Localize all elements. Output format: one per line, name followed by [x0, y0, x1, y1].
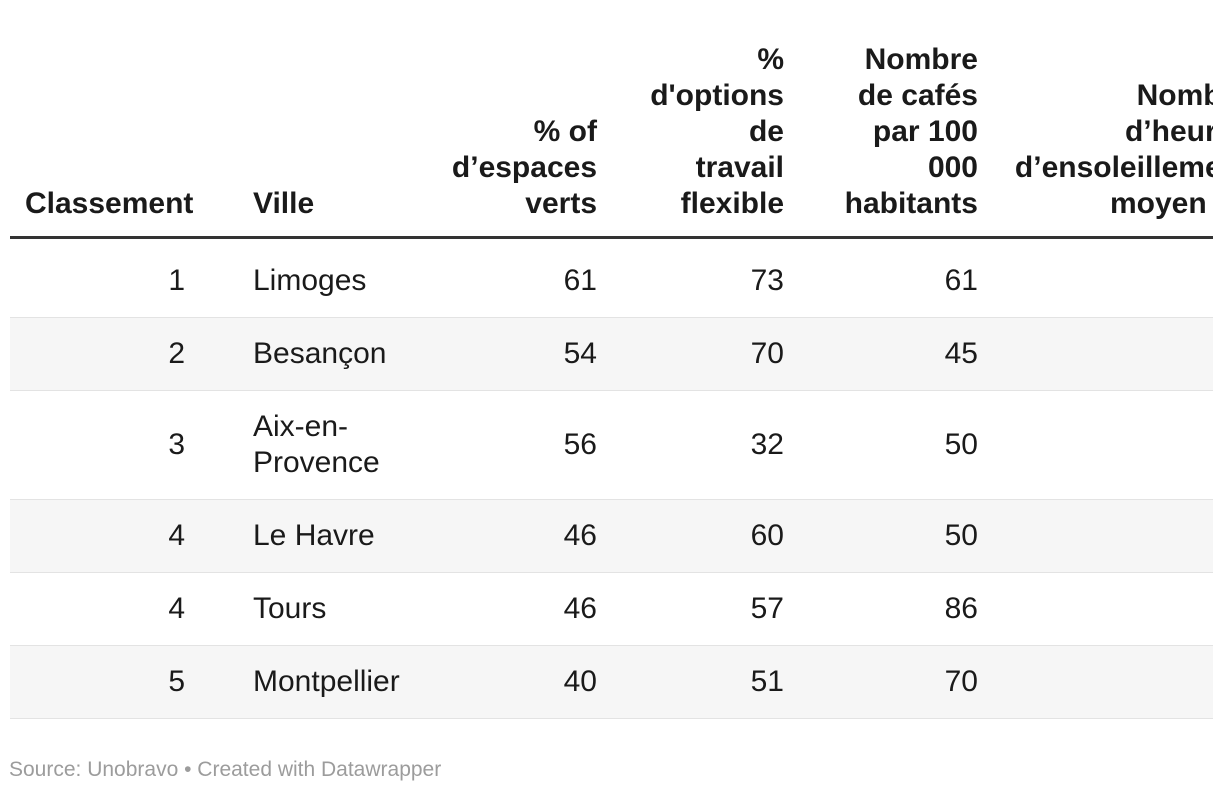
value-cell: 40 [429, 645, 611, 719]
value-cell: 51 [611, 645, 798, 719]
ranking-table: Classement Ville % of d’espaces verts % … [10, 0, 1213, 719]
value-cell [992, 499, 1213, 573]
table-row: 4 Tours 46 57 86 [10, 572, 1213, 646]
value-cell: 45 [798, 317, 992, 391]
value-cell: 57 [611, 572, 798, 646]
value-cell [992, 645, 1213, 719]
table-body: 1 Limoges 61 73 61 2 Besançon 54 70 45 3… [10, 238, 1213, 719]
rank-cell: 4 [10, 499, 199, 573]
city-cell: Limoges [253, 264, 367, 297]
value-cell [992, 390, 1213, 500]
value-cell: 56 [429, 390, 611, 500]
rank-cell: 5 [10, 645, 199, 719]
table-row: 3 Aix-en-Provence 56 32 50 [10, 390, 1213, 500]
table-row: 5 Montpellier 40 51 70 [10, 645, 1213, 719]
value-cell: 70 [611, 317, 798, 391]
table-row: 1 Limoges 61 73 61 [10, 238, 1213, 318]
table-row: 2 Besançon 54 70 45 [10, 317, 1213, 391]
value-cell: 86 [798, 572, 992, 646]
city-cell: Tours [199, 572, 429, 646]
rank-cell: 2 [10, 317, 199, 391]
value-cell [992, 317, 1213, 391]
header-row: Classement Ville % of d’espaces verts % … [10, 0, 1213, 239]
value-cell: 73 [750, 264, 784, 297]
column-header-classement: Classement [10, 0, 199, 239]
value-cell: 70 [798, 645, 992, 719]
value-cell: 54 [429, 317, 611, 391]
rank-cell: 1 [168, 264, 185, 297]
value-cell: 61 [944, 264, 978, 297]
value-cell [992, 238, 1213, 318]
rank-cell: 4 [10, 572, 199, 646]
value-cell: 61 [563, 264, 597, 297]
city-cell: Aix-en-Provence [199, 390, 429, 500]
value-cell: 46 [429, 572, 611, 646]
column-header-travail-flexible: % d'options de travail flexible [611, 0, 798, 239]
column-header-ensoleillement: Nombre d’heures d’ensoleillement moyen e… [992, 0, 1213, 239]
value-cell: 46 [429, 499, 611, 573]
city-cell: Montpellier [199, 645, 429, 719]
city-cell: Besançon [199, 317, 429, 391]
source-attribution: Source: Unobravo • Created with Datawrap… [9, 758, 442, 781]
column-header-cafes: Nombre de cafés par 100 000 habitants [798, 0, 992, 239]
table-row: 4 Le Havre 46 60 50 [10, 499, 1213, 573]
value-cell: 32 [611, 390, 798, 500]
rank-cell: 3 [10, 390, 199, 500]
column-header-ville: Ville [199, 0, 429, 239]
column-header-espaces-verts: % of d’espaces verts [429, 0, 611, 239]
table-viewport: Classement Ville % of d’espaces verts % … [10, 0, 1213, 735]
city-cell: Le Havre [199, 499, 429, 573]
value-cell: 50 [798, 390, 992, 500]
value-cell [992, 572, 1213, 646]
table-header: Classement Ville % of d’espaces verts % … [10, 0, 1213, 239]
value-cell: 60 [611, 499, 798, 573]
value-cell: 50 [798, 499, 992, 573]
